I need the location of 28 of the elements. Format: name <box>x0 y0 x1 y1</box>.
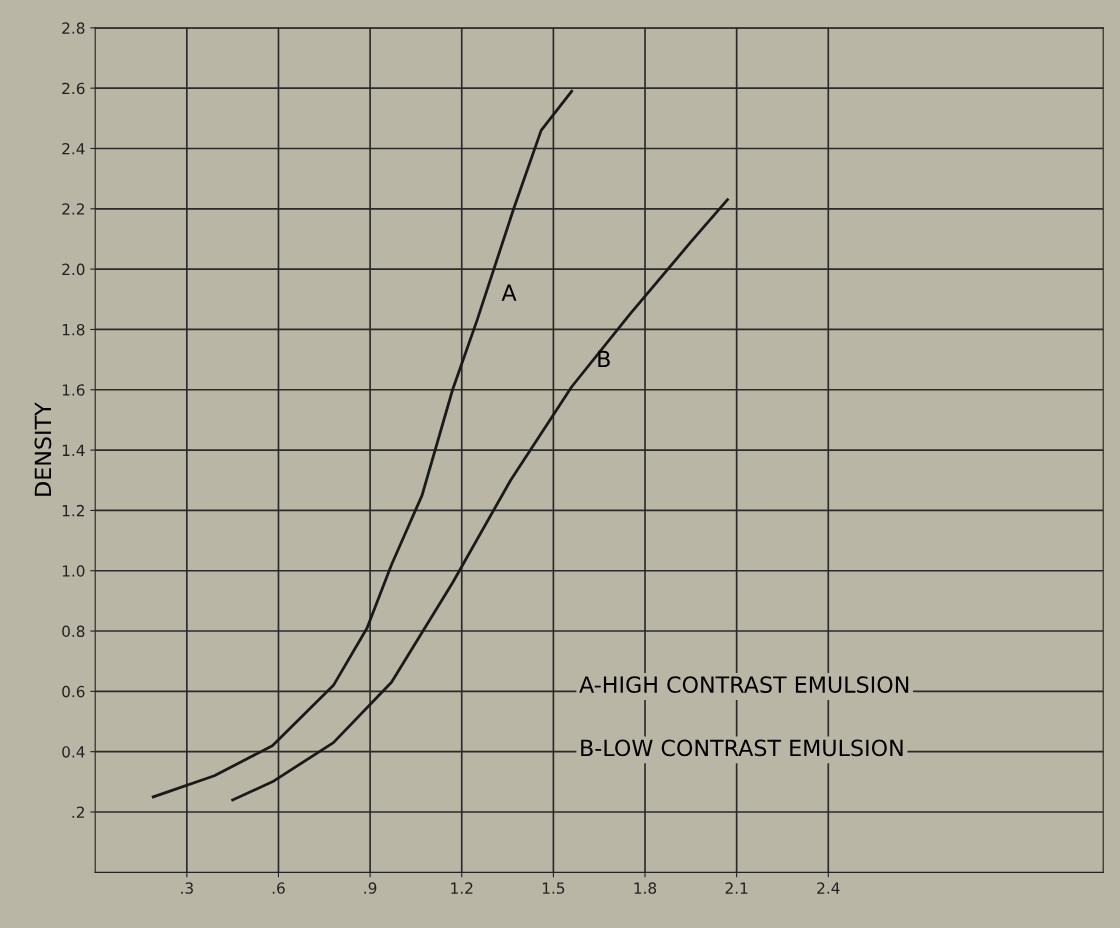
y-tick-label: 0.4 <box>62 746 85 758</box>
x-tick-label: 1.8 <box>634 882 657 894</box>
x-tick-label: 1.2 <box>451 882 473 894</box>
x-tick-label: .6 <box>272 882 285 894</box>
y-tick-label: 0.8 <box>62 625 85 638</box>
x-tick-label: 2.1 <box>725 882 748 894</box>
y-tick-label: 1.2 <box>62 504 84 517</box>
y-tick-label: 2.2 <box>62 203 84 215</box>
line-series <box>151 89 574 799</box>
y-tick-label: 2.8 <box>62 22 85 34</box>
annotation: A-HIGH CONTRAST EMULSION <box>579 676 909 693</box>
y-tick-label: 1.6 <box>62 384 85 396</box>
series-label: A <box>501 284 517 301</box>
y-tick-label: .2 <box>72 806 84 818</box>
x-tick-label: 1.5 <box>542 882 565 894</box>
series-label: B <box>598 350 610 368</box>
x-tick-label: .9 <box>364 882 377 894</box>
y-tick-label: 2.4 <box>62 142 85 155</box>
x-tick-label: 2.4 <box>817 882 840 894</box>
y-tick-label: 1.8 <box>62 323 85 336</box>
y-tick-label: 2.0 <box>62 263 85 276</box>
annotation: B-LOW CONTRAST EMULSION <box>581 739 903 757</box>
y-tick-label: 1.0 <box>62 565 85 577</box>
x-tick-label: .3 <box>181 882 193 894</box>
y-tick-label: 1.4 <box>62 444 85 456</box>
y-axis-title: DENSITY <box>34 402 52 496</box>
y-tick-label: 2.6 <box>62 82 85 95</box>
y-tick-label: 0.6 <box>62 685 85 698</box>
